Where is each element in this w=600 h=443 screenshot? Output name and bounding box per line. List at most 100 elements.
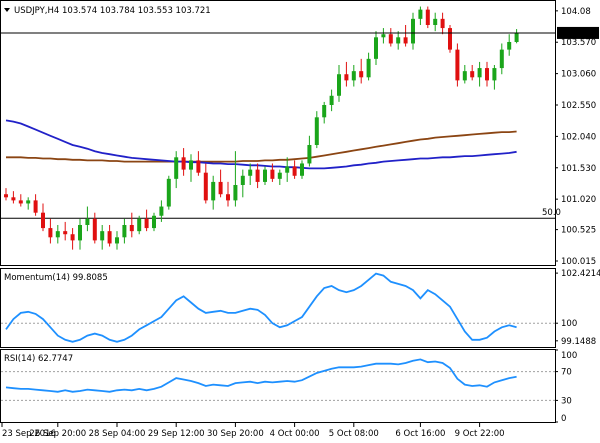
bullish-candle xyxy=(462,71,467,81)
bearish-candle xyxy=(92,218,97,241)
bullish-candle xyxy=(189,160,193,170)
current-price-label: 103.721 xyxy=(560,29,595,39)
time-axis-label: 9 Oct 22:00 xyxy=(455,429,505,439)
bullish-candle xyxy=(277,172,282,179)
momentum-line xyxy=(5,272,517,343)
bearish-candle xyxy=(18,200,23,204)
rsi-pane: 100 70 30 0 xyxy=(1,349,577,424)
time-axis-label: 26 Sep 20:00 xyxy=(29,429,86,439)
bullish-candle xyxy=(492,68,497,81)
time-axis-label: 6 Oct 16:00 xyxy=(395,429,445,439)
bullish-candle xyxy=(26,200,31,204)
bearish-candle xyxy=(203,172,208,201)
bearish-candle xyxy=(181,157,186,170)
bullish-candle xyxy=(159,206,164,216)
bullish-candle xyxy=(166,178,171,207)
bearish-candle xyxy=(470,71,475,78)
price-axis-label: 103.570 xyxy=(561,38,596,48)
bullish-candle xyxy=(396,37,401,44)
symbol-header: USDJPY,H4 103.574 103.784 103.553 103.72… xyxy=(14,6,211,16)
bearish-candle xyxy=(218,181,223,195)
bearish-candle xyxy=(425,9,430,25)
bearish-candle xyxy=(344,74,349,81)
momentum-title: Momentum(14) 99.8085 xyxy=(4,273,108,283)
time-axis-label: 28 Sep 04:00 xyxy=(89,429,146,439)
bullish-candle xyxy=(418,9,423,19)
bullish-candle xyxy=(507,41,512,50)
bullish-candle xyxy=(329,95,334,105)
bullish-candle xyxy=(78,225,82,241)
bearish-candle xyxy=(107,231,112,244)
price-axis-label: 101.530 xyxy=(561,164,596,174)
rsi-axis-label: 100 xyxy=(561,351,577,361)
time-axis-label: 30 Sep 20:00 xyxy=(207,429,264,439)
price-axis-label: 102.550 xyxy=(561,101,596,111)
momentum-pane: 102.4214 100 99.1488 xyxy=(1,269,600,347)
bearish-candle xyxy=(196,160,201,173)
bearish-candle xyxy=(48,228,53,238)
price-pane: 104.08 103.570 103.060 102.550 102.040 101.53… xyxy=(1,6,599,267)
bearish-candle xyxy=(4,194,8,198)
bullish-candle xyxy=(85,218,90,225)
bearish-candle xyxy=(270,169,275,179)
bullish-candle xyxy=(499,49,504,69)
bearish-candle xyxy=(144,218,149,229)
price-axis-label: 104.08 xyxy=(561,7,591,17)
bearish-candle xyxy=(359,71,364,78)
bullish-candle xyxy=(55,231,60,238)
rsi-axis-label: 30 xyxy=(561,396,572,406)
bearish-candle xyxy=(440,18,445,29)
bullish-candle xyxy=(322,105,327,118)
bearish-candle xyxy=(70,234,75,241)
momentum-pane-frame xyxy=(0,268,556,348)
bullish-candle xyxy=(122,225,127,238)
bearish-candle xyxy=(11,197,16,201)
dropdown-triangle-icon[interactable] xyxy=(4,8,10,12)
bullish-candle xyxy=(100,231,105,241)
bullish-candle xyxy=(115,237,119,244)
price-axis-label: 103.060 xyxy=(561,70,596,80)
bearish-candle xyxy=(129,225,134,232)
rsi-axis-label: 0 xyxy=(561,414,566,424)
bullish-candle xyxy=(152,215,156,229)
rsi-title: RSI(14) 62.7747 xyxy=(4,354,73,364)
bullish-candle xyxy=(477,68,482,78)
rsi-line xyxy=(5,358,517,393)
bearish-candle xyxy=(448,28,452,50)
bullish-candle xyxy=(137,218,142,232)
rsi-axis-label: 70 xyxy=(561,368,572,378)
bullish-candle xyxy=(307,145,312,164)
time-axis-label: 29 Sep 12:00 xyxy=(148,429,205,439)
bullish-candle xyxy=(240,175,245,185)
bearish-candle xyxy=(226,194,230,201)
bearish-candle xyxy=(63,231,68,235)
bullish-candle xyxy=(174,157,179,179)
bullish-candle xyxy=(248,169,253,176)
momentum-axis-label: 99.1488 xyxy=(561,337,596,347)
bearish-candle xyxy=(33,200,38,213)
time-axis-label: 4 Oct 00:00 xyxy=(270,429,320,439)
momentum-axis-label: 100 xyxy=(561,319,577,329)
bullish-candle xyxy=(337,74,341,96)
time-axis-label: 23 Sep 2016 xyxy=(2,429,56,439)
bullish-candle xyxy=(351,71,356,81)
bullish-candle xyxy=(381,34,386,38)
slow-moving-average-line xyxy=(6,130,517,163)
bearish-candle xyxy=(41,212,45,229)
fast-moving-average-line xyxy=(5,119,517,170)
price-axis-label: 101.020 xyxy=(561,195,596,205)
time-axis-label: 5 Oct 08:00 xyxy=(329,429,379,439)
bearish-candle xyxy=(455,49,460,81)
bullish-candle xyxy=(314,117,319,145)
bullish-candle xyxy=(211,181,216,201)
bearish-candle xyxy=(403,37,408,44)
bearish-candle xyxy=(485,68,489,81)
bullish-candle xyxy=(366,58,371,78)
price-axis-label: 100.015 xyxy=(561,257,596,267)
momentum-axis-label: 102.4214 xyxy=(561,269,600,279)
bullish-candle xyxy=(263,169,267,182)
price-axis-label: 102.040 xyxy=(561,132,596,142)
